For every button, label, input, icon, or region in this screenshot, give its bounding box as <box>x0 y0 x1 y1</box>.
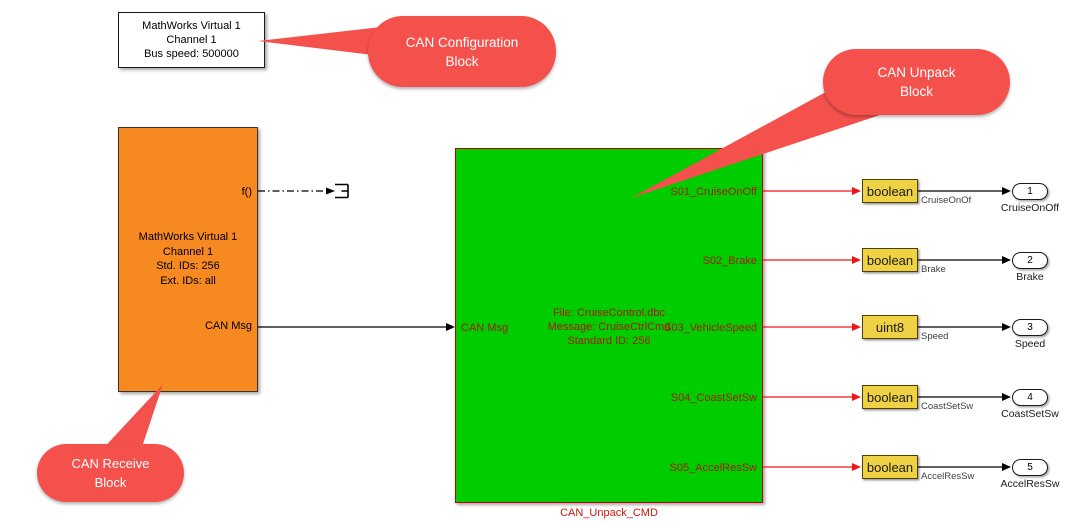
unpack-block-info: File: CruiseControl.dbc Message: CruiseC… <box>547 307 671 347</box>
receive-block-text: MathWorks Virtual 1 Channel 1 Std. IDs: … <box>138 231 238 287</box>
can-unpack-block[interactable]: CAN Msg File: CruiseControl.dbc Message:… <box>455 148 763 503</box>
wire-arrowhead <box>1002 187 1011 195</box>
data-type-conversion-block[interactable]: uint8 <box>862 315 918 339</box>
can-configuration-block[interactable]: MathWorks Virtual 1 Channel 1 Bus speed:… <box>118 12 265 68</box>
callout-can-unpack[interactable]: CAN Unpack Block <box>823 49 1010 115</box>
outport-block[interactable]: 2 <box>1012 252 1048 269</box>
wire-arrowhead <box>852 463 861 471</box>
outport-name-label: AccelResSw <box>1000 478 1060 490</box>
callout-can-configuration[interactable]: CAN Configuration Block <box>368 16 556 87</box>
config-line: MathWorks Virtual 1 <box>142 20 241 32</box>
wire-arrowhead <box>326 187 335 195</box>
outport-block[interactable]: 4 <box>1012 389 1048 406</box>
config-line: Bus speed: 500000 <box>144 48 239 60</box>
config-line: Channel 1 <box>166 34 217 46</box>
outport-name-label: CoastSetSw <box>1001 408 1059 420</box>
signal-name-label: Brake <box>921 264 946 275</box>
wire-arrowhead <box>1002 323 1011 331</box>
signal-name-label: CoastSetSw <box>921 401 974 412</box>
trigger-output-port-label: f() <box>241 186 252 198</box>
outport-block[interactable]: 3 <box>1012 319 1048 336</box>
outport-block[interactable]: 1 <box>1012 183 1048 200</box>
signal-name-label: AccelResSw <box>921 471 975 482</box>
output-port-label-s04: S04_CoastSetSw <box>670 392 757 404</box>
outport-block[interactable]: 5 <box>1012 459 1048 476</box>
callout-tail-configuration[interactable] <box>258 27 381 56</box>
outport-name-label: Speed <box>1014 338 1046 350</box>
wire-arrowhead <box>852 323 861 331</box>
data-type-conversion-block[interactable]: boolean <box>862 248 918 272</box>
wire-arrowhead <box>1002 256 1011 264</box>
function-call-terminator-icon[interactable] <box>335 183 349 199</box>
output-port-label-s05: S05_AccelResSw <box>669 462 757 474</box>
output-port-label-s02: S02_Brake <box>702 255 757 267</box>
can-receive-block[interactable]: MathWorks Virtual 1 Channel 1 Std. IDs: … <box>118 127 258 392</box>
data-type-conversion-block[interactable]: boolean <box>862 385 918 409</box>
wire-arrowhead <box>446 323 455 331</box>
callout-can-receive[interactable]: CAN Receive Block <box>37 444 184 502</box>
data-type-conversion-block[interactable]: boolean <box>862 455 918 479</box>
wire-arrowhead <box>1002 393 1011 401</box>
wire-arrowhead <box>852 393 861 401</box>
outport-name-label: Brake <box>1016 271 1044 283</box>
signal-name-label: Speed <box>921 331 949 342</box>
data-type-conversion-block[interactable]: boolean <box>862 179 918 203</box>
outport-name-label: CruiseOnOff <box>1000 202 1060 214</box>
signal-name-label: CruiseOnOf <box>921 195 972 206</box>
wire-arrowhead <box>852 256 861 264</box>
can-msg-input-port-label: CAN Msg <box>461 322 509 334</box>
wire-arrowhead <box>852 187 861 195</box>
callout-tail-receive[interactable] <box>99 384 163 453</box>
output-port-label-s01: S01_CruiseOnOff <box>670 186 757 198</box>
can-msg-output-port-label: CAN Msg <box>204 320 252 332</box>
output-port-label-s03: S03_VehicleSpeed <box>664 322 757 334</box>
wire-arrowhead <box>1002 463 1011 471</box>
unpack-block-name-label: CAN_Unpack_CMD <box>560 507 658 519</box>
